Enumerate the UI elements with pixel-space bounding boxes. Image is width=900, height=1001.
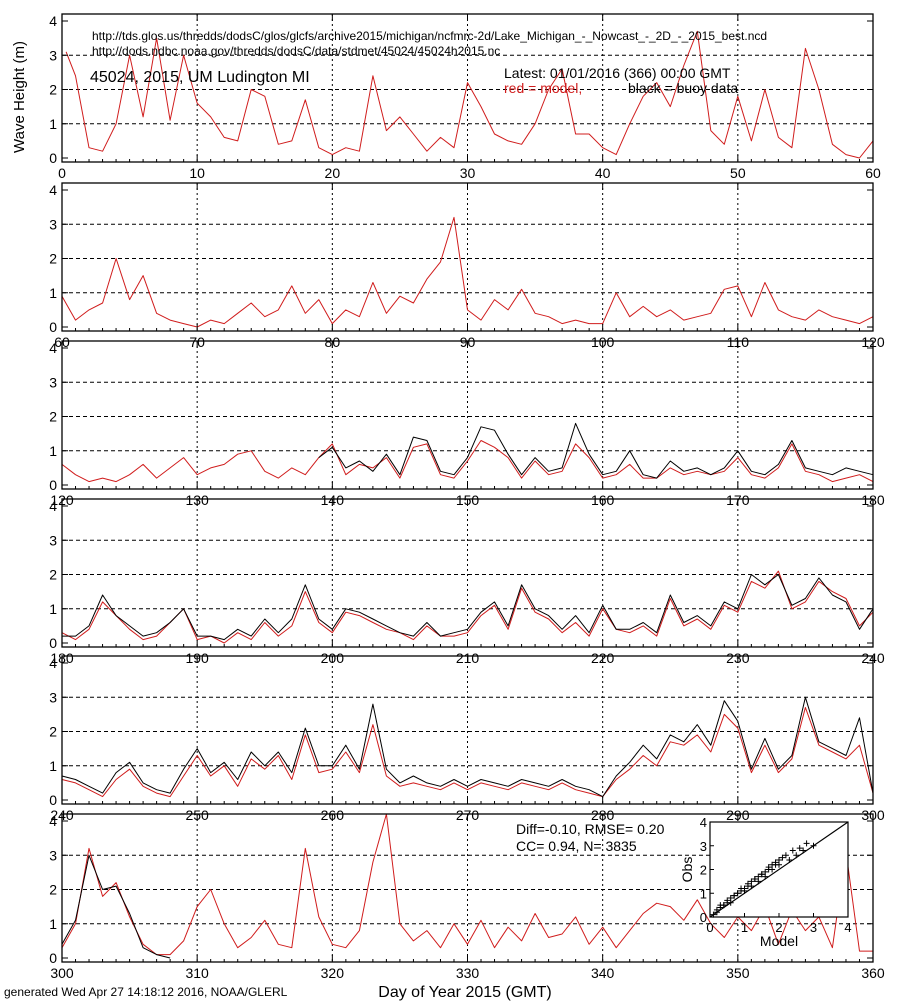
y-tick-label: 4	[49, 340, 57, 356]
inset-point	[776, 861, 782, 868]
inset-point	[734, 890, 741, 897]
buoy-series-line	[61, 854, 171, 959]
x-tick-label: 340	[591, 965, 615, 981]
inset-point	[724, 897, 731, 904]
inset-x-tick-label: 2	[775, 920, 782, 935]
legend-model: red = model,	[504, 80, 582, 96]
inset-point	[803, 840, 810, 847]
inset-y-tick-label: 4	[700, 815, 707, 830]
x-tick-label: 60	[865, 165, 881, 181]
y-tick-label: 4	[49, 498, 57, 514]
x-axis-label: Day of Year 2015 (GMT)	[378, 984, 551, 1001]
inset-point	[769, 866, 776, 873]
latest-timestamp: Latest: 01/01/2016 (366) 00:00 GMT	[504, 65, 731, 81]
inset-point	[789, 847, 796, 854]
y-tick-label: 3	[49, 374, 57, 390]
generated-footer: generated Wed Apr 27 14:18:12 2016, NOAA…	[4, 985, 288, 999]
y-axis-label: Wave Height (m)	[11, 41, 28, 153]
model-url: http://tds.glos.us/thredds/dodsC/glos/gl…	[92, 29, 767, 43]
y-tick-label: 1	[49, 916, 57, 932]
inset-point	[782, 852, 789, 859]
buoy-series-line	[318, 422, 874, 479]
stats-diff-rmse: Diff=-0.10, RMSE= 0.20	[516, 821, 665, 837]
x-tick-label: 0	[58, 165, 66, 181]
x-tick-label: 10	[189, 165, 205, 181]
buoy-series-line	[62, 574, 874, 641]
station-label: 45024, 2015, UM Ludington MI	[90, 69, 310, 86]
inset-point	[779, 854, 786, 861]
y-tick-label: 1	[49, 601, 57, 617]
x-tick-label: 50	[730, 165, 746, 181]
y-tick-label: 2	[49, 567, 57, 583]
y-tick-label: 2	[49, 882, 57, 898]
y-tick-label: 0	[49, 319, 57, 335]
inset-point	[744, 880, 751, 887]
inset-point	[738, 885, 745, 892]
y-tick-label: 2	[49, 724, 57, 740]
x-tick-label: 310	[185, 965, 209, 981]
y-tick-label: 0	[49, 792, 57, 808]
y-tick-label: 2	[49, 409, 57, 425]
inset-point	[751, 876, 758, 882]
model-series-line	[61, 570, 874, 644]
buoy-url: http://dods.ndbc.noaa.gov/thredds/dodsC/…	[92, 44, 500, 58]
y-tick-label: 3	[49, 689, 57, 705]
y-tick-label: 0	[49, 477, 57, 493]
y-tick-label: 4	[49, 182, 57, 198]
y-tick-label: 3	[49, 216, 57, 232]
y-tick-label: 0	[49, 950, 57, 966]
scatter-inset: 00 1 1 2 2 3 3 4 4 Model Obs	[679, 815, 852, 949]
y-tick-label: 2	[49, 82, 57, 98]
x-tick-label: 330	[456, 965, 480, 981]
model-series-line	[65, 30, 874, 159]
y-tick-label: 3	[49, 532, 57, 548]
y-tick-label: 4	[49, 13, 57, 29]
x-tick-label: 350	[726, 965, 750, 981]
inset-x-tick-label: 4	[844, 920, 851, 935]
y-tick-label: 3	[49, 47, 57, 63]
x-tick-label: 360	[861, 965, 885, 981]
inset-point	[731, 892, 738, 899]
stats-cc-n: CC= 0.94, N= 3835	[516, 838, 637, 854]
y-tick-label: 1	[49, 443, 57, 459]
buoy-series-line	[61, 696, 874, 798]
x-tick-label: 20	[325, 165, 341, 181]
inset-y-tick-label: 2	[700, 863, 707, 878]
y-tick-label: 1	[49, 758, 57, 774]
legend-buoy: black = buoy data	[628, 80, 738, 96]
y-tick-label: 1	[49, 285, 57, 301]
inset-diagonal	[709, 821, 849, 918]
y-tick-label: 4	[49, 655, 57, 671]
inset-x-tick-label: 1	[741, 920, 748, 935]
inset-point	[758, 871, 765, 878]
y-tick-label: 1	[49, 116, 57, 132]
y-tick-label: 0	[49, 150, 57, 166]
x-tick-label: 40	[595, 165, 611, 181]
y-tick-label: 4	[49, 813, 57, 829]
x-tick-label: 300	[50, 965, 74, 981]
inset-y-tick-label: 3	[700, 839, 707, 854]
x-tick-label: 320	[321, 965, 345, 981]
y-tick-label: 0	[49, 635, 57, 651]
inset-x-tick-label: 0	[706, 920, 713, 935]
inset-y-tick-label: 1	[700, 886, 707, 901]
y-tick-label: 2	[49, 251, 57, 267]
model-series-line	[61, 440, 874, 483]
inset-x-label: Model	[760, 933, 798, 949]
model-series-line	[61, 707, 874, 798]
inset-x-tick-label: 3	[810, 920, 817, 935]
inset-y-tick-label: 0	[700, 910, 707, 925]
inset-point	[796, 845, 803, 852]
y-tick-label: 3	[49, 847, 57, 863]
x-tick-label: 30	[460, 165, 476, 181]
inset-y-label: Obs	[679, 857, 695, 883]
